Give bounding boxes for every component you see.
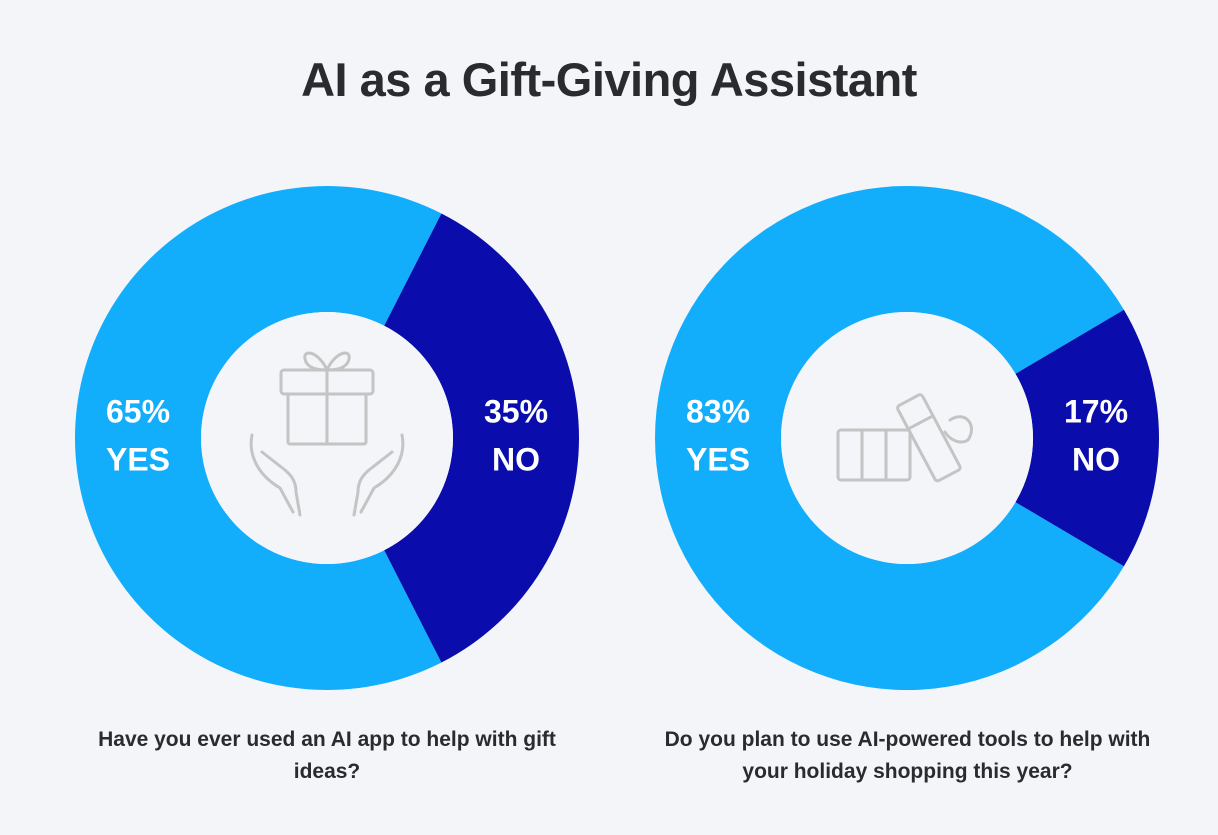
chart-caption: Have you ever used an AI app to help wit…: [98, 728, 556, 783]
donut-hole: [781, 312, 1033, 564]
labels: 35% NO 65% YES 17% NO 83% YES: [106, 393, 1128, 477]
category-label: YES: [686, 441, 750, 477]
category-label: NO: [492, 441, 540, 477]
value-label: 83%: [686, 393, 750, 429]
value-label: 17%: [1064, 393, 1128, 429]
page-title: AI as a Gift-Giving Assistant: [301, 53, 917, 106]
category-label: YES: [106, 441, 170, 477]
value-label: 65%: [106, 393, 170, 429]
chart-caption: Do you plan to use AI-powered tools to h…: [664, 728, 1151, 783]
value-label: 35%: [484, 393, 548, 429]
donut-slice: [1015, 309, 1160, 567]
donut-slice: [655, 185, 1124, 690]
donut-slice: [74, 185, 442, 690]
category-label: NO: [1072, 441, 1120, 477]
open-gift-icon: [836, 393, 973, 483]
gift-hands-icon: [249, 351, 405, 517]
donut-slice: [384, 213, 579, 663]
